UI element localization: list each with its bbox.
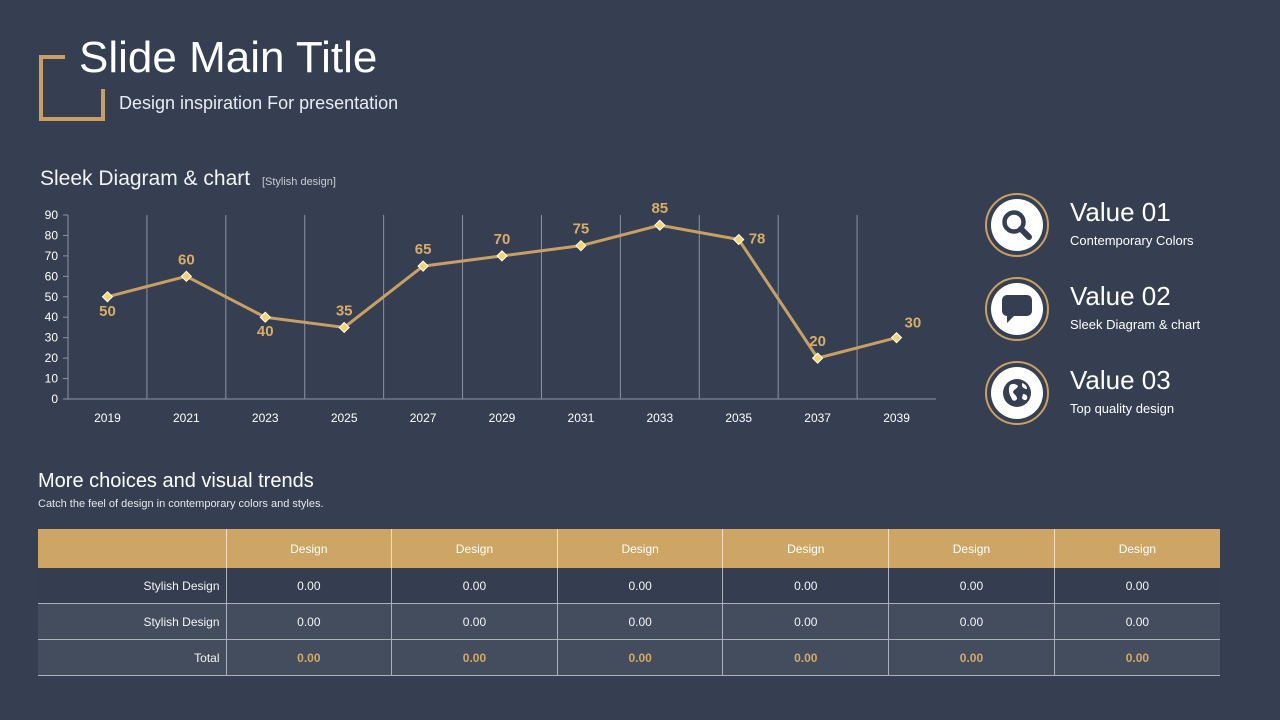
speech-bubble-icon bbox=[985, 277, 1049, 341]
value-01-desc: Contemporary Colors bbox=[1070, 233, 1194, 248]
data-point-marker bbox=[101, 291, 114, 303]
value-02-desc: Sleek Diagram & chart bbox=[1070, 317, 1201, 332]
table-cell: 0.00 bbox=[391, 603, 558, 640]
data-label: 40 bbox=[257, 323, 274, 340]
data-label: 35 bbox=[336, 302, 353, 319]
table-header-row: Design Design Design Design Design Desig… bbox=[38, 529, 1220, 568]
x-tick-label: 2021 bbox=[173, 411, 200, 425]
x-tick-label: 2033 bbox=[646, 411, 673, 425]
total-cell: 0.00 bbox=[722, 639, 889, 676]
data-label: 65 bbox=[415, 241, 432, 258]
data-point-marker bbox=[496, 250, 508, 262]
y-tick-label: 90 bbox=[45, 208, 59, 222]
data-point-marker bbox=[811, 352, 824, 364]
table-cell: 0.00 bbox=[1053, 568, 1220, 604]
value-03-title: Value 03 bbox=[1070, 365, 1171, 395]
data-point-marker bbox=[259, 311, 271, 323]
row-label: Total bbox=[38, 639, 226, 676]
data-label: 75 bbox=[573, 221, 590, 238]
table-cell: 0.00 bbox=[391, 568, 558, 604]
data-label: 70 bbox=[494, 231, 511, 248]
title-bracket-decoration bbox=[39, 55, 105, 121]
total-cell: 0.00 bbox=[1053, 639, 1220, 676]
data-label: 60 bbox=[178, 251, 195, 268]
search-icon bbox=[985, 193, 1049, 257]
y-tick-label: 80 bbox=[45, 228, 59, 242]
value-item-03: Value 03 Top quality design bbox=[985, 361, 1265, 425]
data-point-marker bbox=[417, 260, 429, 272]
slide-subtitle: Design inspiration For presentation bbox=[119, 93, 399, 113]
value-01-title: Value 01 bbox=[1070, 197, 1171, 227]
globe-icon bbox=[985, 361, 1049, 425]
table-header-cell: Design bbox=[1053, 529, 1220, 568]
x-tick-label: 2035 bbox=[725, 411, 752, 425]
table-header-cell: Design bbox=[225, 529, 392, 568]
table-header-cell: Design bbox=[722, 529, 889, 568]
table-cell: 0.00 bbox=[888, 568, 1055, 604]
data-point-marker bbox=[890, 331, 903, 344]
chart-heading-tag: [Stylish design] bbox=[261, 176, 336, 188]
line-chart: 0 10 20 30 40 50 60 70 80 90 2019 2021 2023 2025 2027 2… bbox=[45, 200, 936, 425]
table-header-cell: Design bbox=[888, 529, 1055, 568]
data-point-marker bbox=[654, 219, 666, 231]
total-cell: 0.00 bbox=[225, 639, 392, 676]
data-point-marker bbox=[338, 321, 350, 334]
table-cell: 0.00 bbox=[888, 603, 1055, 640]
y-tick-label: 10 bbox=[45, 372, 59, 386]
x-tick-label: 2039 bbox=[883, 411, 910, 425]
row-label: Stylish Design bbox=[38, 603, 226, 640]
row-label: Stylish Design bbox=[38, 568, 226, 604]
data-point-marker bbox=[180, 270, 193, 283]
total-cell: 0.00 bbox=[556, 639, 723, 676]
x-tick-label: 2029 bbox=[489, 411, 516, 425]
x-tick-label: 2031 bbox=[568, 411, 595, 425]
section-title: More choices and visual trends bbox=[38, 470, 314, 492]
data-point-marker bbox=[575, 239, 587, 252]
y-tick-label: 60 bbox=[45, 269, 59, 283]
x-tick-label: 2023 bbox=[252, 411, 279, 425]
y-tick-label: 70 bbox=[45, 249, 59, 263]
data-label: 50 bbox=[99, 303, 116, 320]
chart-heading-title: Sleek Diagram & chart bbox=[40, 167, 251, 190]
y-tick-label: 50 bbox=[45, 290, 59, 304]
chart-heading: Sleek Diagram & chart [Stylish design] bbox=[40, 166, 336, 195]
total-cell: 0.00 bbox=[391, 639, 558, 676]
table-row: Stylish Design 0.00 0.00 0.00 0.00 0.00 … bbox=[38, 603, 1220, 640]
x-tick-label: 2027 bbox=[410, 411, 437, 425]
slide-title: Slide Main Title bbox=[79, 33, 378, 82]
table-cell: 0.00 bbox=[1053, 603, 1220, 640]
table-cell: 0.00 bbox=[225, 603, 392, 640]
y-tick-label: 20 bbox=[45, 351, 59, 365]
y-tick-label: 0 bbox=[51, 392, 58, 406]
table-total-row: Total 0.00 0.00 0.00 0.00 0.00 0.00 bbox=[38, 639, 1220, 676]
table-header-cell: Design bbox=[391, 529, 558, 568]
table-cell: 0.00 bbox=[225, 568, 392, 604]
value-item-02: Value 02 Sleek Diagram & chart bbox=[985, 277, 1265, 341]
table-cell: 0.00 bbox=[556, 568, 723, 604]
value-item-01: Value 01 Contemporary Colors bbox=[985, 193, 1265, 257]
table-cell: 0.00 bbox=[722, 568, 889, 604]
data-label: 85 bbox=[651, 200, 668, 217]
value-03-desc: Top quality design bbox=[1070, 401, 1175, 416]
data-label: 78 bbox=[749, 231, 766, 248]
x-tick-label: 2019 bbox=[94, 411, 121, 425]
data-point-marker bbox=[733, 233, 745, 246]
table-header-cell bbox=[38, 529, 226, 568]
y-tick-label: 40 bbox=[45, 310, 59, 324]
data-label: 30 bbox=[905, 315, 922, 332]
x-tick-label: 2037 bbox=[804, 411, 831, 425]
table-row: Stylish Design 0.00 0.00 0.00 0.00 0.00 … bbox=[38, 568, 1220, 604]
y-tick-label: 30 bbox=[45, 331, 59, 345]
section-subtitle: Catch the feel of design in contemporary… bbox=[38, 498, 324, 510]
total-cell: 0.00 bbox=[888, 639, 1055, 676]
data-label: 20 bbox=[809, 333, 826, 350]
data-table: Design Design Design Design Design Desig… bbox=[38, 529, 1220, 676]
table-cell: 0.00 bbox=[556, 603, 723, 640]
table-header-cell: Design bbox=[556, 529, 723, 568]
x-tick-label: 2025 bbox=[331, 411, 358, 425]
table-cell: 0.00 bbox=[722, 603, 889, 640]
value-02-title: Value 02 bbox=[1070, 281, 1171, 311]
